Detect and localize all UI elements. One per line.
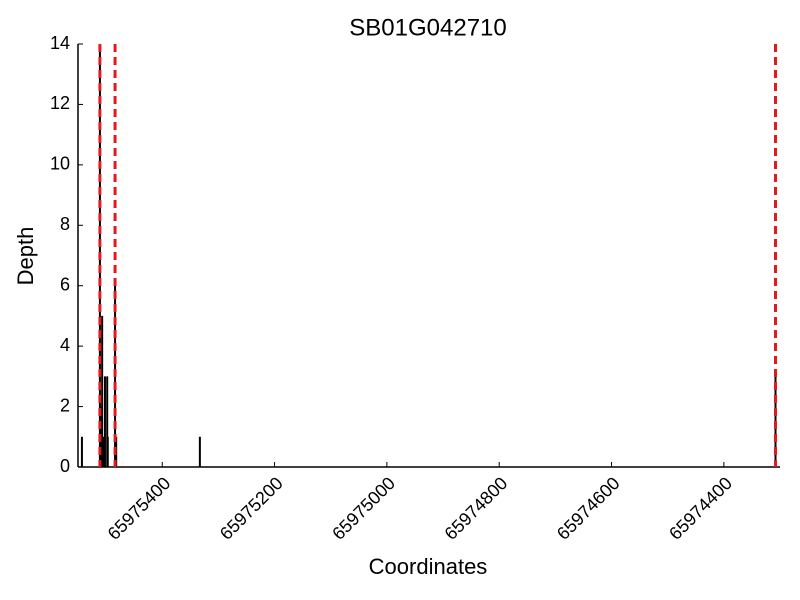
y-axis-label: Depth: [13, 227, 38, 286]
x-tick-label: 65975000: [328, 473, 399, 544]
y-tick-label: 0: [60, 456, 70, 476]
y-tick-label: 4: [60, 335, 70, 355]
x-axis-label: Coordinates: [369, 554, 488, 579]
y-tick-label: 8: [60, 214, 70, 234]
y-tick-label: 14: [50, 33, 70, 53]
y-tick-label: 12: [50, 93, 70, 113]
x-tick-label: 65975400: [104, 473, 175, 544]
x-tick-label: 65975200: [216, 473, 287, 544]
x-tick-label: 65974600: [553, 473, 624, 544]
y-tick-label: 10: [50, 154, 70, 174]
y-tick-label: 6: [60, 274, 70, 294]
x-tick-label: 65974400: [665, 473, 736, 544]
y-tick-label: 2: [60, 395, 70, 415]
x-tick-label: 65974800: [441, 473, 512, 544]
chart-title: SB01G042710: [349, 14, 506, 41]
